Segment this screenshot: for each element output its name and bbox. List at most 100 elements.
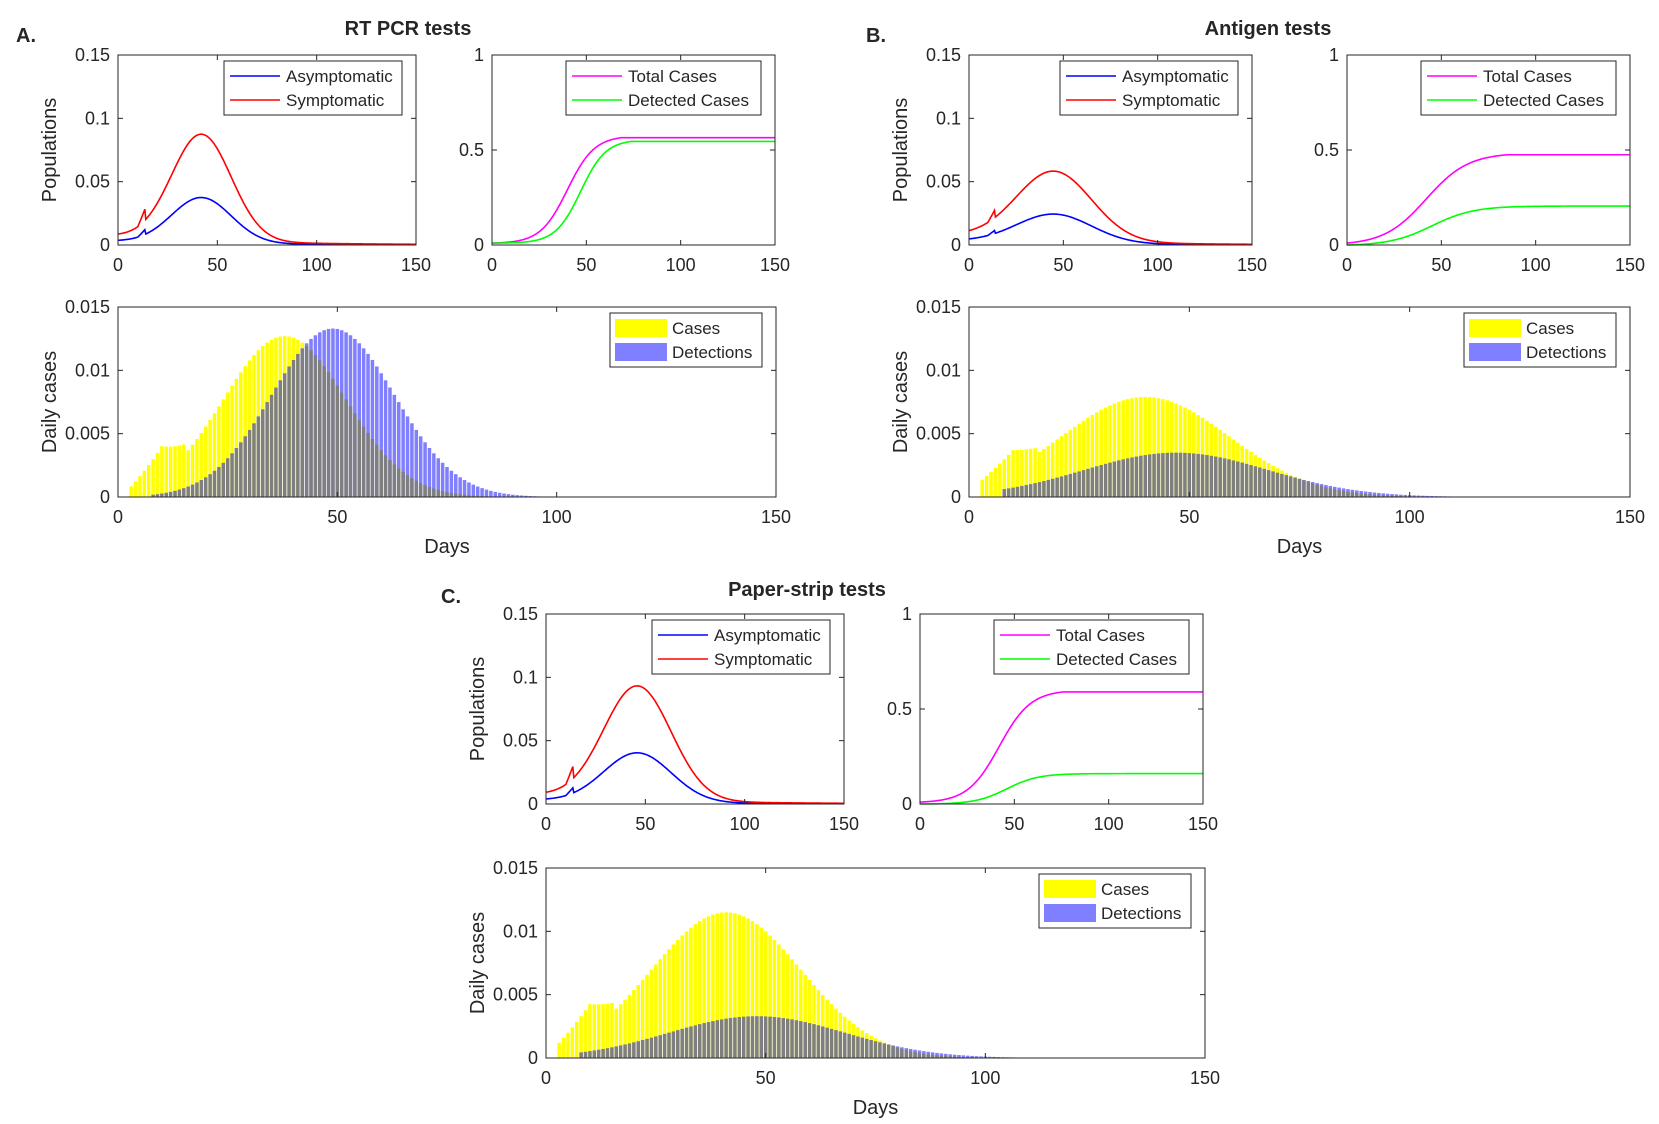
daily-chart-xtick-label: 50 — [756, 1068, 776, 1088]
daily-chart-bar-overlap — [458, 494, 462, 497]
daily-chart-xtick-label: 150 — [1615, 507, 1645, 527]
daily-chart-ytick-label: 0.01 — [503, 921, 538, 941]
daily-chart-bar-overlap — [1359, 493, 1363, 497]
cumulative-chart-xtick-label: 50 — [1431, 255, 1451, 275]
daily-chart-bar-overlap — [449, 492, 454, 497]
daily-chart-bar-overlap — [467, 495, 471, 497]
daily-chart-bar-cases — [1121, 400, 1125, 497]
daily-chart-bar-overlap — [1381, 495, 1385, 497]
daily-chart-bar-cases — [614, 1008, 619, 1058]
daily-chart-bar-overlap — [1244, 463, 1249, 497]
daily-chart-bar-overlap — [1059, 476, 1064, 497]
populations-chart-xtick-label: 50 — [635, 814, 655, 834]
daily-chart-bar-cases — [623, 999, 627, 1058]
daily-chart-bar-cases — [998, 463, 1002, 497]
daily-chart-bar-cases — [142, 470, 147, 497]
daily-chart-bar-cases — [129, 486, 133, 497]
daily-chart-bar-cases — [790, 959, 794, 1058]
daily-chart-bar-cases — [1152, 397, 1156, 497]
daily-chart-legend-label-1: Detections — [1526, 343, 1606, 362]
daily-chart-bar-overlap — [168, 491, 173, 497]
daily-chart-bar-cases — [1015, 450, 1020, 497]
daily-chart-bar-detections — [1425, 495, 1430, 497]
daily-chart-bar-overlap — [1346, 491, 1350, 497]
daily-chart-bar-overlap — [182, 488, 186, 497]
daily-chart-bar-overlap — [1125, 458, 1130, 497]
daily-chart-bar-overlap — [878, 1042, 882, 1058]
daily-chart-bar-cases — [689, 927, 693, 1058]
daily-chart-legend-label-1: Detections — [672, 343, 752, 362]
daily-chart-bar-overlap — [1319, 486, 1324, 497]
daily-chart-bar-detections — [957, 1055, 961, 1058]
daily-chart-bar-overlap — [300, 348, 304, 497]
daily-chart-bar-detections — [414, 429, 419, 497]
daily-chart-bar-cases — [680, 935, 684, 1058]
daily-chart-bar-cases — [807, 979, 812, 1058]
daily-chart-bar-cases — [715, 913, 720, 1058]
daily-chart-bar-cases — [583, 1010, 588, 1058]
daily-chart-bar-overlap — [605, 1048, 610, 1058]
cumulative-chart-legend — [993, 619, 1190, 675]
daily-chart-bar-detections — [489, 490, 493, 497]
daily-chart-bar-cases — [570, 1027, 575, 1058]
daily-chart-legend-swatch-1 — [1044, 904, 1096, 922]
daily-chart-bar-overlap — [1024, 485, 1029, 497]
daily-chart-xtick-label: 150 — [761, 507, 791, 527]
daily-chart-bar-cases — [610, 1002, 614, 1058]
daily-chart-bar-detections — [379, 373, 383, 497]
daily-chart-bar-detections — [454, 474, 458, 497]
daily-chart-bar-overlap — [1095, 466, 1099, 497]
daily-chart-bar-cases — [1130, 398, 1134, 497]
daily-chart-axes-frame — [545, 867, 1206, 1059]
cumulative-chart-ytick-label: 1 — [902, 604, 912, 624]
cumulative-chart-xtick-label: 0 — [487, 255, 497, 275]
daily-chart-bar-overlap — [203, 477, 208, 497]
daily-chart-bar-overlap — [1178, 452, 1183, 497]
daily-chart-axes-frame — [968, 306, 1631, 498]
daily-chart-bar-overlap — [1350, 492, 1355, 497]
daily-chart-bar-cases — [785, 954, 790, 1058]
cumulative-chart-ytick-label: 0 — [1329, 235, 1339, 255]
populations-chart-xtick-label: 100 — [730, 814, 760, 834]
daily-chart-bar-overlap — [1253, 466, 1258, 497]
cumulative-chart: 0 50 100 150 0 0.5 1 Total Cases Detected Cases — [887, 604, 1218, 834]
daily-chart-bar-overlap — [1306, 481, 1311, 497]
daily-chart-bar-detections — [449, 470, 454, 497]
daily-chart-bar-overlap — [282, 373, 287, 497]
daily-chart-bar-detections — [961, 1055, 966, 1058]
populations-chart-xtick-label: 0 — [541, 814, 551, 834]
cumulative-chart-xtick-label: 50 — [576, 255, 596, 275]
cumulative-chart-xtick-label: 100 — [1521, 255, 1551, 275]
daily-chart-bar-detections — [524, 495, 528, 497]
daily-chart-bar-overlap — [702, 1023, 706, 1058]
daily-chart-bar-cases — [662, 954, 667, 1058]
populations-chart-xtick-label: 50 — [1053, 255, 1073, 275]
populations-chart-xtick-label: 150 — [401, 255, 431, 275]
daily-chart-bar-overlap — [339, 392, 344, 497]
daily-chart-legend-label-0: Cases — [1526, 319, 1574, 338]
daily-chart-bar-cases — [737, 914, 742, 1058]
daily-chart-bar-cases — [649, 969, 654, 1058]
daily-chart-bar-cases — [636, 985, 641, 1058]
cumulative-chart-legend-label-0: Total Cases — [1056, 626, 1145, 645]
daily-chart-bar-cases — [1169, 401, 1174, 497]
daily-chart-bar-overlap — [423, 485, 427, 497]
daily-chart-bar-overlap — [1130, 457, 1134, 497]
daily-chart-bar-detections — [966, 1055, 970, 1058]
daily-chart-bar-cases — [777, 944, 781, 1058]
daily-chart-bar-cases — [1125, 399, 1130, 497]
daily-chart-bar-overlap — [829, 1028, 834, 1058]
daily-chart-bar-cases — [1090, 415, 1095, 497]
panel-letter: A. — [16, 25, 36, 47]
daily-chart-bar-overlap — [834, 1030, 838, 1058]
daily-chart-bar-overlap — [891, 1046, 895, 1058]
cumulative-chart-xtick-label: 150 — [1615, 255, 1645, 275]
daily-chart-bar-overlap — [1006, 488, 1011, 497]
daily-chart-bar-cases — [803, 974, 807, 1058]
daily-chart-bar-overlap — [1011, 487, 1015, 497]
daily-chart-bar-overlap — [768, 1016, 772, 1058]
daily-chart-bar-detections — [1394, 494, 1399, 497]
